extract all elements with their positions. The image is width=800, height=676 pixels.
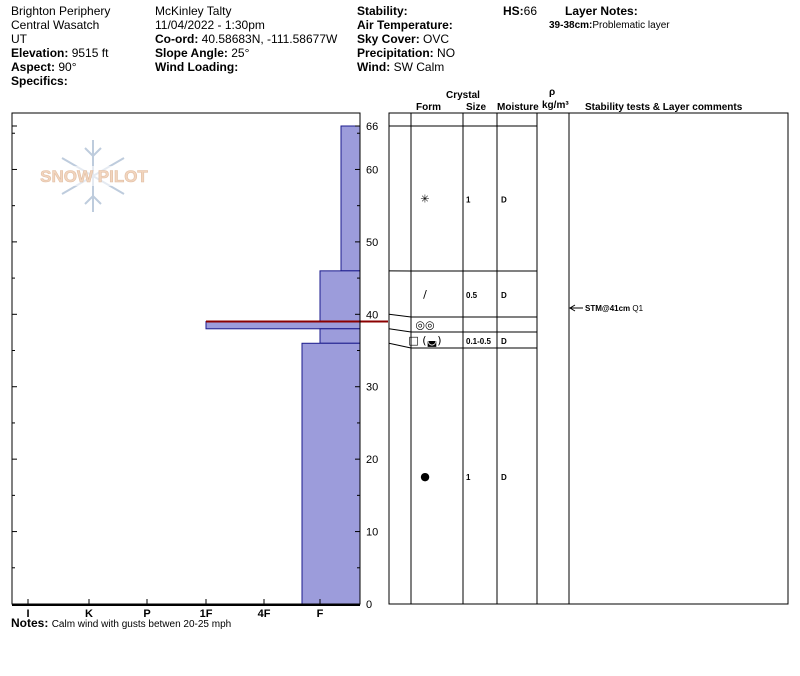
hs-value: 66 — [523, 4, 538, 18]
layer-table: ✳ 1 D / 0.5 D ◎◎ □ (◛) 0.1-0.5 D ● 1 D STM@41cm Q1 — [388, 112, 789, 605]
x-tick-label: 1F — [200, 608, 213, 620]
precip-value: NO — [437, 46, 456, 60]
y-tick-label: 30 — [366, 382, 378, 394]
hardness-bar — [319, 328, 361, 344]
sky-cover: Sky Cover: OVC — [357, 32, 449, 46]
aspect-value: 90° — [58, 60, 77, 74]
x-tick-label: F — [317, 608, 324, 620]
notes-label: Notes: — [11, 616, 49, 630]
observer: McKinley Talty — [155, 4, 232, 18]
snowpilot-logo: SNOW PILOT — [34, 140, 154, 212]
hardness-bar — [301, 342, 361, 605]
col-density: kg/m³ — [542, 100, 569, 111]
coord-value: 40.58683N, -111.58677W — [201, 32, 338, 46]
stability-test-name: STM@41cm — [585, 304, 630, 313]
arrow-head-icon — [569, 304, 576, 312]
stability-label: Stability: — [357, 4, 408, 18]
location-line1: Brighton Periphery — [11, 4, 111, 18]
moisture: D — [501, 337, 507, 346]
precipitation: Precipitation: NO — [357, 46, 455, 60]
layer-note: 39-38cm:Problematic layer — [549, 19, 670, 33]
crystal-form-icon: ✳ — [420, 193, 429, 206]
layer-connector — [388, 328, 412, 333]
notes: Notes: Calm wind with gusts betwen 20-25… — [11, 616, 231, 632]
notes-text: Calm wind with gusts betwen 20-25 mph — [51, 619, 232, 630]
location-line2: Central Wasatch — [11, 18, 100, 32]
crystal-size: 1 — [466, 473, 471, 482]
slope-angle: Slope Angle: 25° — [155, 46, 249, 60]
x-tick-label: 4F — [258, 608, 271, 620]
y-tick-label: 50 — [366, 237, 378, 249]
hardness-bar — [205, 321, 361, 330]
coord-label: Co-ord: — [155, 32, 199, 46]
precip-label: Precipitation: — [357, 46, 434, 60]
crystal-size: 0.1-0.5 — [466, 337, 491, 346]
location-line3: UT — [11, 32, 27, 46]
layer-notes-label: Layer Notes: — [565, 4, 638, 18]
hs: HS:66 — [503, 4, 537, 18]
sky-value: OVC — [423, 32, 450, 46]
crystal-form-icon: □ (◛) — [408, 334, 441, 347]
stability-test-label: STM@41cm Q1 — [585, 304, 644, 313]
moisture: D — [501, 196, 507, 205]
hs-label: HS: — [503, 4, 524, 18]
layer-connector — [388, 313, 412, 318]
moisture: D — [501, 473, 507, 482]
snowflake-icon — [61, 140, 125, 212]
crystal-form-icon: / — [423, 288, 427, 301]
hardness-bar — [340, 125, 361, 272]
logo-text: SNOW PILOT — [40, 167, 148, 186]
wind-label: Wind: — [357, 60, 391, 74]
crystal-form-icon: ● — [420, 470, 430, 483]
y-tick-label: 0 — [366, 599, 372, 611]
specifics-label: Specifics: — [11, 74, 68, 88]
col-moisture: Moisture — [497, 102, 539, 113]
y-tick-label: 60 — [366, 164, 378, 176]
slope-value: 25° — [231, 46, 250, 60]
elevation-label: Elevation: — [11, 46, 69, 60]
aspect: Aspect: 90° — [11, 60, 77, 74]
x-tick-label: P — [143, 608, 150, 620]
table-frame — [388, 112, 789, 605]
left-axes: 0 10 20 30 40 50 60 66 I K P 1F 4F F — [11, 112, 378, 620]
moisture: D — [501, 291, 507, 300]
col-size: Size — [466, 102, 487, 113]
aspect-label: Aspect: — [11, 60, 56, 74]
stability-test-result: Q1 — [630, 304, 643, 313]
hardness-layers — [205, 125, 388, 605]
hardness-bar — [319, 270, 361, 323]
sky-label: Sky Cover: — [357, 32, 420, 46]
y-tick-label: 10 — [366, 527, 378, 539]
col-form: Form — [416, 102, 441, 113]
elevation: Elevation: 9515 ft — [11, 46, 108, 60]
slope-label: Slope Angle: — [155, 46, 228, 60]
air-temp-label: Air Temperature: — [357, 18, 453, 32]
col-stability: Stability tests & Layer comments — [585, 102, 743, 113]
coordinates: Co-ord: 40.58683N, -111.58677W — [155, 32, 337, 46]
x-tick-label: K — [85, 608, 93, 620]
crystal-form-icon: ◎◎ — [415, 319, 434, 332]
wind: Wind: SW Calm — [357, 60, 444, 74]
col-crystal: Crystal — [446, 90, 480, 101]
wind-value: SW Calm — [393, 60, 445, 74]
datetime: 11/04/2022 - 1:30pm — [155, 18, 265, 32]
layer-connector — [388, 342, 412, 349]
elevation-value: 9515 ft — [71, 46, 109, 60]
wind-loading-label: Wind Loading: — [155, 60, 239, 74]
y-tick-label: 66 — [366, 121, 378, 133]
col-rho: ρ — [549, 87, 556, 98]
crystal-size: 0.5 — [466, 291, 478, 300]
y-tick-label: 40 — [366, 309, 378, 321]
layer-note-text: Problematic layer — [592, 20, 670, 31]
layer-note-range: 39-38cm: — [549, 20, 593, 31]
y-tick-label: 20 — [366, 454, 378, 466]
x-tick-label: I — [26, 608, 29, 620]
crystal-size: 1 — [466, 196, 471, 205]
